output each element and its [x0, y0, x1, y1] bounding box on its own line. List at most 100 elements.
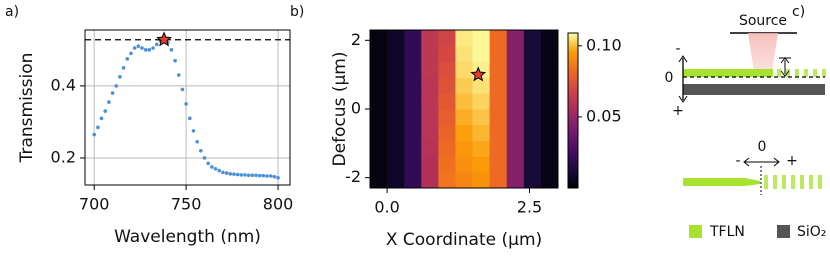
heat-cell [455, 172, 473, 189]
heat-cell [438, 45, 456, 62]
legend-label: TFLN [709, 224, 745, 240]
data-point [195, 139, 199, 144]
heat-cell [404, 140, 422, 157]
data-point [110, 91, 115, 95]
data-point [254, 173, 258, 178]
heat-cell [472, 30, 491, 47]
data-point [99, 116, 104, 121]
heat-cell [404, 109, 422, 126]
h-axis-plus: + [786, 153, 798, 169]
tfln-layer [683, 69, 773, 77]
data-point [235, 172, 240, 177]
heat-cell [472, 156, 491, 173]
data-point [217, 168, 222, 173]
heat-cell [455, 30, 473, 47]
heat-cell [421, 109, 439, 126]
heat-cell [370, 45, 388, 62]
heat-cell [404, 77, 422, 94]
legend-swatch [689, 225, 702, 238]
heat-cell [455, 156, 473, 173]
heat-cell [421, 140, 439, 157]
heat-cell [387, 172, 405, 189]
heat-cell [540, 172, 559, 189]
heat-cell [370, 109, 388, 126]
heat-cell [404, 156, 422, 173]
y-tick-label: 0 [351, 99, 361, 118]
data-point [129, 51, 133, 56]
data-point [257, 173, 262, 178]
data-point [221, 170, 225, 175]
heat-cell [523, 172, 542, 189]
data-point [232, 172, 236, 176]
waveguide [683, 178, 760, 186]
heat-cell [438, 109, 456, 126]
colorbar [567, 32, 579, 189]
heat-cell [540, 156, 559, 173]
heat-cell [489, 156, 508, 173]
heat-cell [370, 172, 388, 189]
panel-label: c) [792, 4, 805, 20]
data-point [202, 156, 207, 160]
heat-cell [523, 156, 542, 173]
data-point [213, 166, 218, 171]
heat-cell [438, 30, 456, 47]
heat-cell [472, 93, 491, 110]
v-axis-zero: 0 [665, 70, 674, 86]
heat-cell [489, 140, 508, 157]
heat-cell [421, 156, 439, 173]
data-point [239, 173, 244, 177]
heat-cell [523, 109, 542, 126]
plot-frame [84, 29, 291, 186]
data-point [228, 172, 233, 176]
h-axis-minus: - [735, 153, 740, 169]
heat-cell [540, 45, 559, 62]
heat-cell [370, 61, 388, 78]
heat-cell [455, 77, 473, 94]
y-tick-label: -2 [345, 167, 361, 186]
data-point [199, 148, 203, 153]
heat-cell [506, 61, 525, 78]
heat-cell [472, 124, 491, 141]
heat-cell [489, 61, 508, 78]
heat-cell [455, 109, 473, 126]
data-point [125, 57, 130, 61]
heat-cell [421, 172, 439, 189]
heat-cell [370, 30, 388, 47]
data-point [140, 46, 144, 50]
data-point [176, 73, 181, 77]
heat-cell [472, 109, 491, 126]
grating [764, 175, 822, 189]
data-point [118, 75, 122, 79]
colorbar-tick-label: 0.05 [586, 106, 622, 125]
data-point [250, 173, 255, 178]
heat-cell [387, 109, 405, 126]
heat-cell [404, 45, 422, 62]
legend-label: SiO₂ [797, 224, 826, 240]
heat-cell [455, 140, 473, 157]
heat-cell [472, 77, 491, 94]
data-point [276, 175, 280, 180]
heat-cell [370, 124, 388, 141]
y-tick-label: 0.4 [51, 75, 76, 94]
data-point [191, 129, 196, 133]
data-point [246, 173, 251, 178]
heat-cell [370, 93, 388, 110]
data-point [147, 48, 152, 52]
data-point [169, 48, 174, 52]
data-point [272, 174, 277, 179]
heat-cell [523, 30, 542, 47]
plot-frame [369, 29, 559, 189]
heat-cell [438, 124, 456, 141]
heat-cell [540, 124, 559, 141]
data-point [265, 174, 269, 178]
heat-cell [540, 109, 559, 126]
heat-cell [506, 30, 525, 47]
heat-cell [506, 124, 525, 141]
heat-cell [387, 93, 405, 110]
data-point [114, 84, 119, 88]
heat-cell [523, 140, 542, 157]
heat-cell [506, 109, 525, 126]
heat-cell [404, 61, 422, 78]
beam [748, 33, 778, 75]
